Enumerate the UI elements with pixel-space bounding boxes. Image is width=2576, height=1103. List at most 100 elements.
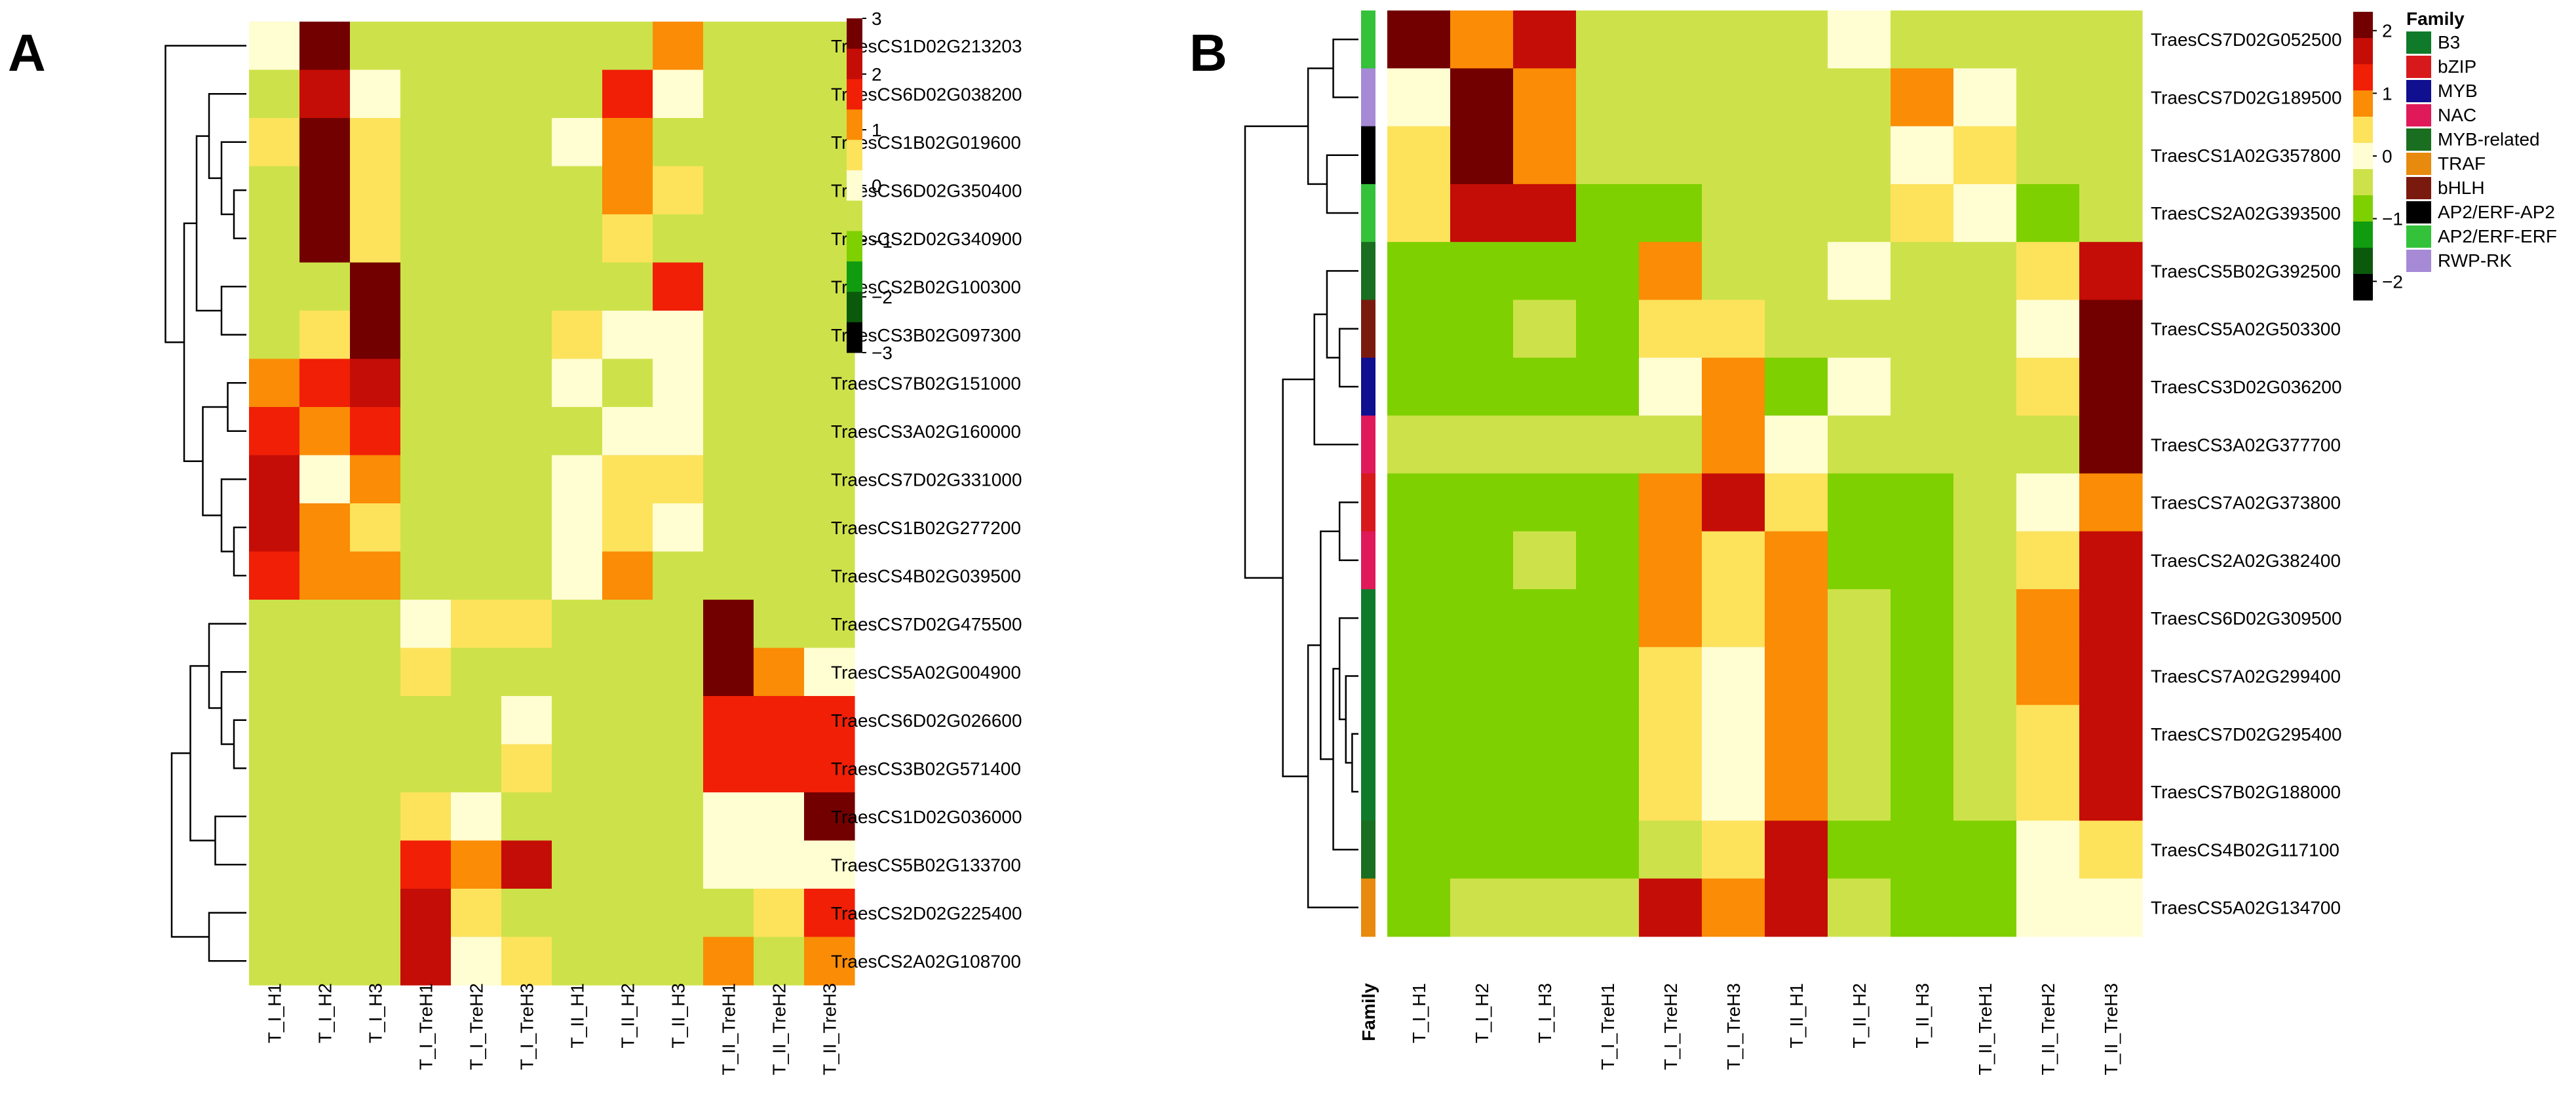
row-label-traescs2a02g382400: TraesCS2A02G382400 [2151, 551, 2341, 571]
heatmap-cell-traescs4b02g117100-t-i-h2 [1450, 821, 1514, 880]
dendrogram-branch [233, 189, 246, 239]
panel-b: B Family TraesCS7D02G052500 TraesCS7D02G1… [1189, 9, 2557, 1075]
row-label-traescs2a02g108700: TraesCS2A02G108700 [831, 951, 1021, 971]
heatmap-cell-traescs3a02g160000-t-ii-treh2 [754, 407, 805, 456]
heatmap-cell-traescs7b02g188000-t-i-h2 [1450, 762, 1514, 821]
heatmap-cell-traescs5b02g392500-t-ii-treh3 [2079, 242, 2143, 301]
heatmap-cell-traescs2b02g100300-t-i-h1 [249, 262, 300, 311]
row-label-traescs5b02g392500: TraesCS5B02G392500 [2151, 261, 2341, 281]
heatmap-cell-traescs7a02g299400-t-i-h3 [1513, 647, 1577, 706]
heatmap-cell-traescs3a02g160000-t-i-h2 [299, 407, 351, 456]
heatmap-cell-traescs3d02g036200-t-ii-treh2 [2016, 357, 2080, 416]
heatmap-cell-traescs5b02g133700-t-i-h2 [299, 840, 351, 889]
dendrogram-branch [1332, 38, 1358, 98]
heatmap-cell-traescs5b02g133700-t-ii-h2 [602, 840, 653, 889]
heatmap-cell-traescs2a02g108700-t-ii-h3 [653, 937, 704, 986]
heatmap-cell-traescs1d02g213203-t-ii-treh3 [804, 22, 855, 71]
heatmap-cell-traescs7d02g052500-t-ii-h3 [1891, 10, 1954, 69]
heatmap-cell-traescs2a02g382400-t-ii-treh3 [2079, 531, 2143, 590]
heatmap-cell-traescs1b02g019600-t-i-treh2 [451, 118, 502, 167]
heatmap-cell-traescs2b02g100300-t-i-treh2 [451, 262, 502, 311]
dendrogram-branch [189, 665, 216, 842]
heatmap-cell-traescs4b02g117100-t-ii-treh2 [2016, 821, 2080, 880]
heatmap-cell-traescs5a02g004900-t-i-h3 [350, 648, 401, 697]
color-scale-segment [847, 261, 862, 292]
heatmap-cell-traescs5b02g392500-t-i-treh1 [1576, 242, 1640, 301]
heatmap-cell-traescs2d02g340900-t-i-treh2 [451, 214, 502, 263]
heatmap-cell-traescs1a02g357800-t-ii-treh2 [2016, 126, 2080, 185]
heatmap-cell-traescs3b02g097300-t-ii-h2 [602, 311, 653, 360]
heatmap-cell-traescs5b02g392500-t-ii-h2 [1828, 242, 1891, 301]
heatmap-cell-traescs6d02g309500-t-ii-h3 [1891, 589, 1954, 648]
heatmap-cell-traescs7d02g331000-t-ii-h1 [552, 455, 603, 504]
heatmap-cell-traescs7d02g331000-t-ii-treh2 [754, 455, 805, 504]
heatmap-cell-traescs4b02g117100-t-ii-h2 [1828, 821, 1891, 880]
heatmap-cell-traescs1b02g019600-t-ii-h3 [653, 118, 704, 167]
dendrogram-branch [1338, 617, 1358, 720]
heatmap-cell-traescs3a02g160000-t-ii-treh3 [804, 407, 855, 456]
heatmap-cell-traescs2d02g340900-t-ii-h1 [552, 214, 603, 263]
heatmap-cell-traescs6d02g309500-t-ii-h1 [1765, 589, 1828, 648]
color-scale-segment [847, 231, 862, 262]
column-label-t-i-treh1: T_I_TreH1 [416, 983, 436, 1070]
heatmap-cell-traescs7d02g189500-t-ii-h1 [1765, 68, 1828, 127]
heatmap-cell-traescs2a02g382400-t-i-treh1 [1576, 531, 1640, 590]
heatmap-cell-traescs6d02g309500-t-ii-h2 [1828, 589, 1891, 648]
heatmap-cell-traescs7a02g299400-t-ii-treh2 [2016, 647, 2080, 706]
heatmap-cell-traescs2d02g225400-t-ii-treh3 [804, 889, 855, 938]
heatmap-cell-traescs2a02g393500-t-ii-treh1 [1953, 184, 2017, 242]
heatmap-cell-traescs7d02g475500-t-i-h2 [299, 600, 351, 649]
heatmap-cell-traescs7d02g475500-t-i-treh2 [451, 600, 502, 649]
row-label-traescs5a02g004900: TraesCS5A02G004900 [831, 662, 1021, 682]
column-label-t-i-treh2: T_I_TreH2 [1661, 983, 1681, 1070]
heatmap-cell-traescs3b02g571400-t-i-h3 [350, 744, 401, 793]
dendrogram-branch [1351, 733, 1358, 793]
column-label-t-i-h2: T_I_H2 [315, 983, 336, 1043]
heatmap-cell-traescs2a02g108700-t-i-h1 [249, 937, 300, 986]
heatmap-cell-traescs1d02g213203-t-i-treh3 [501, 22, 552, 71]
heatmap-cell-traescs5b02g133700-t-i-treh2 [451, 840, 502, 889]
heatmap-cell-traescs1d02g213203-t-i-h1 [249, 22, 300, 71]
row-label-traescs7d02g189500: TraesCS7D02G189500 [2151, 87, 2342, 107]
heatmap-cell-traescs7d02g052500-t-i-treh2 [1639, 10, 1702, 69]
heatmap-cell-traescs2d02g225400-t-ii-h2 [602, 889, 653, 938]
column-label-t-ii-treh2: T_II_TreH2 [769, 983, 790, 1075]
heatmap-cell-traescs3b02g571400-t-ii-h1 [552, 744, 603, 793]
heatmap-cell-traescs2a02g108700-t-ii-treh1 [703, 937, 754, 986]
color-scale-segment [2353, 143, 2373, 170]
heatmap-cell-traescs2a02g393500-t-ii-treh2 [2016, 184, 2080, 242]
heatmap-cell-traescs3a02g160000-t-i-h1 [249, 407, 300, 456]
dendrogram-branch [220, 286, 246, 336]
heatmap-cell-traescs7d02g052500-t-ii-h1 [1765, 10, 1828, 69]
heatmap-cell-traescs7a02g373800-t-ii-treh1 [1953, 473, 2017, 532]
heatmap-cell-traescs4b02g117100-t-ii-h3 [1891, 821, 1954, 880]
heatmap-cell-traescs2a02g393500-t-i-h3 [1513, 184, 1577, 242]
column-label-t-i-h2: T_I_H2 [1472, 983, 1492, 1043]
heatmap-cell-traescs7d02g189500-t-ii-treh2 [2016, 68, 2080, 127]
heatmap-cell-traescs2a02g108700-t-ii-treh2 [754, 937, 805, 986]
heatmap-cell-traescs7d02g295400-t-ii-treh2 [2016, 705, 2080, 764]
row-label-traescs6d02g309500: TraesCS6D02G309500 [2151, 608, 2342, 629]
heatmap-cell-traescs7d02g475500-t-ii-treh2 [754, 600, 805, 649]
heatmap-cell-traescs2d02g340900-t-ii-treh3 [804, 214, 855, 263]
heatmap-cell-traescs7a02g299400-t-i-treh3 [1702, 647, 1765, 706]
heatmap-cell-traescs7b02g151000-t-ii-treh3 [804, 358, 855, 408]
family-legend-swatch-bhlh [2406, 177, 2431, 199]
panel-a: A TraesCS1D02G213203TraesCS6D02G038200Tr… [8, 9, 1022, 1075]
heatmap-cell-traescs7d02g475500-t-ii-h3 [653, 600, 704, 649]
heatmap-cell-traescs6d02g026600-t-i-h2 [299, 696, 351, 745]
heatmap-cell-traescs3b02g571400-t-i-treh3 [501, 744, 552, 793]
heatmap-cell-traescs3d02g036200-t-i-h1 [1387, 357, 1451, 416]
family-legend-title: Family [2406, 9, 2465, 29]
heatmap-cell-traescs4b02g117100-t-ii-h1 [1765, 821, 1828, 880]
heatmap-cell-traescs7d02g189500-t-i-treh1 [1576, 68, 1640, 127]
heatmap-cell-traescs5b02g133700-t-ii-h3 [653, 840, 704, 889]
heatmap-cell-traescs6d02g350400-t-i-h1 [249, 166, 300, 215]
color-scale-segment [2353, 169, 2373, 196]
row-label-traescs4b02g039500: TraesCS4B02G039500 [831, 566, 1021, 586]
heatmap-cell-traescs1b02g277200-t-i-h1 [249, 503, 300, 552]
heatmap-cell-traescs7d02g331000-t-i-treh1 [400, 455, 452, 504]
heatmap-cell-traescs5a02g503300-t-ii-h3 [1891, 300, 1954, 358]
row-label-traescs6d02g026600: TraesCS6D02G026600 [831, 710, 1022, 731]
heatmap-cell-traescs7d02g052500-t-ii-treh1 [1953, 10, 2017, 69]
